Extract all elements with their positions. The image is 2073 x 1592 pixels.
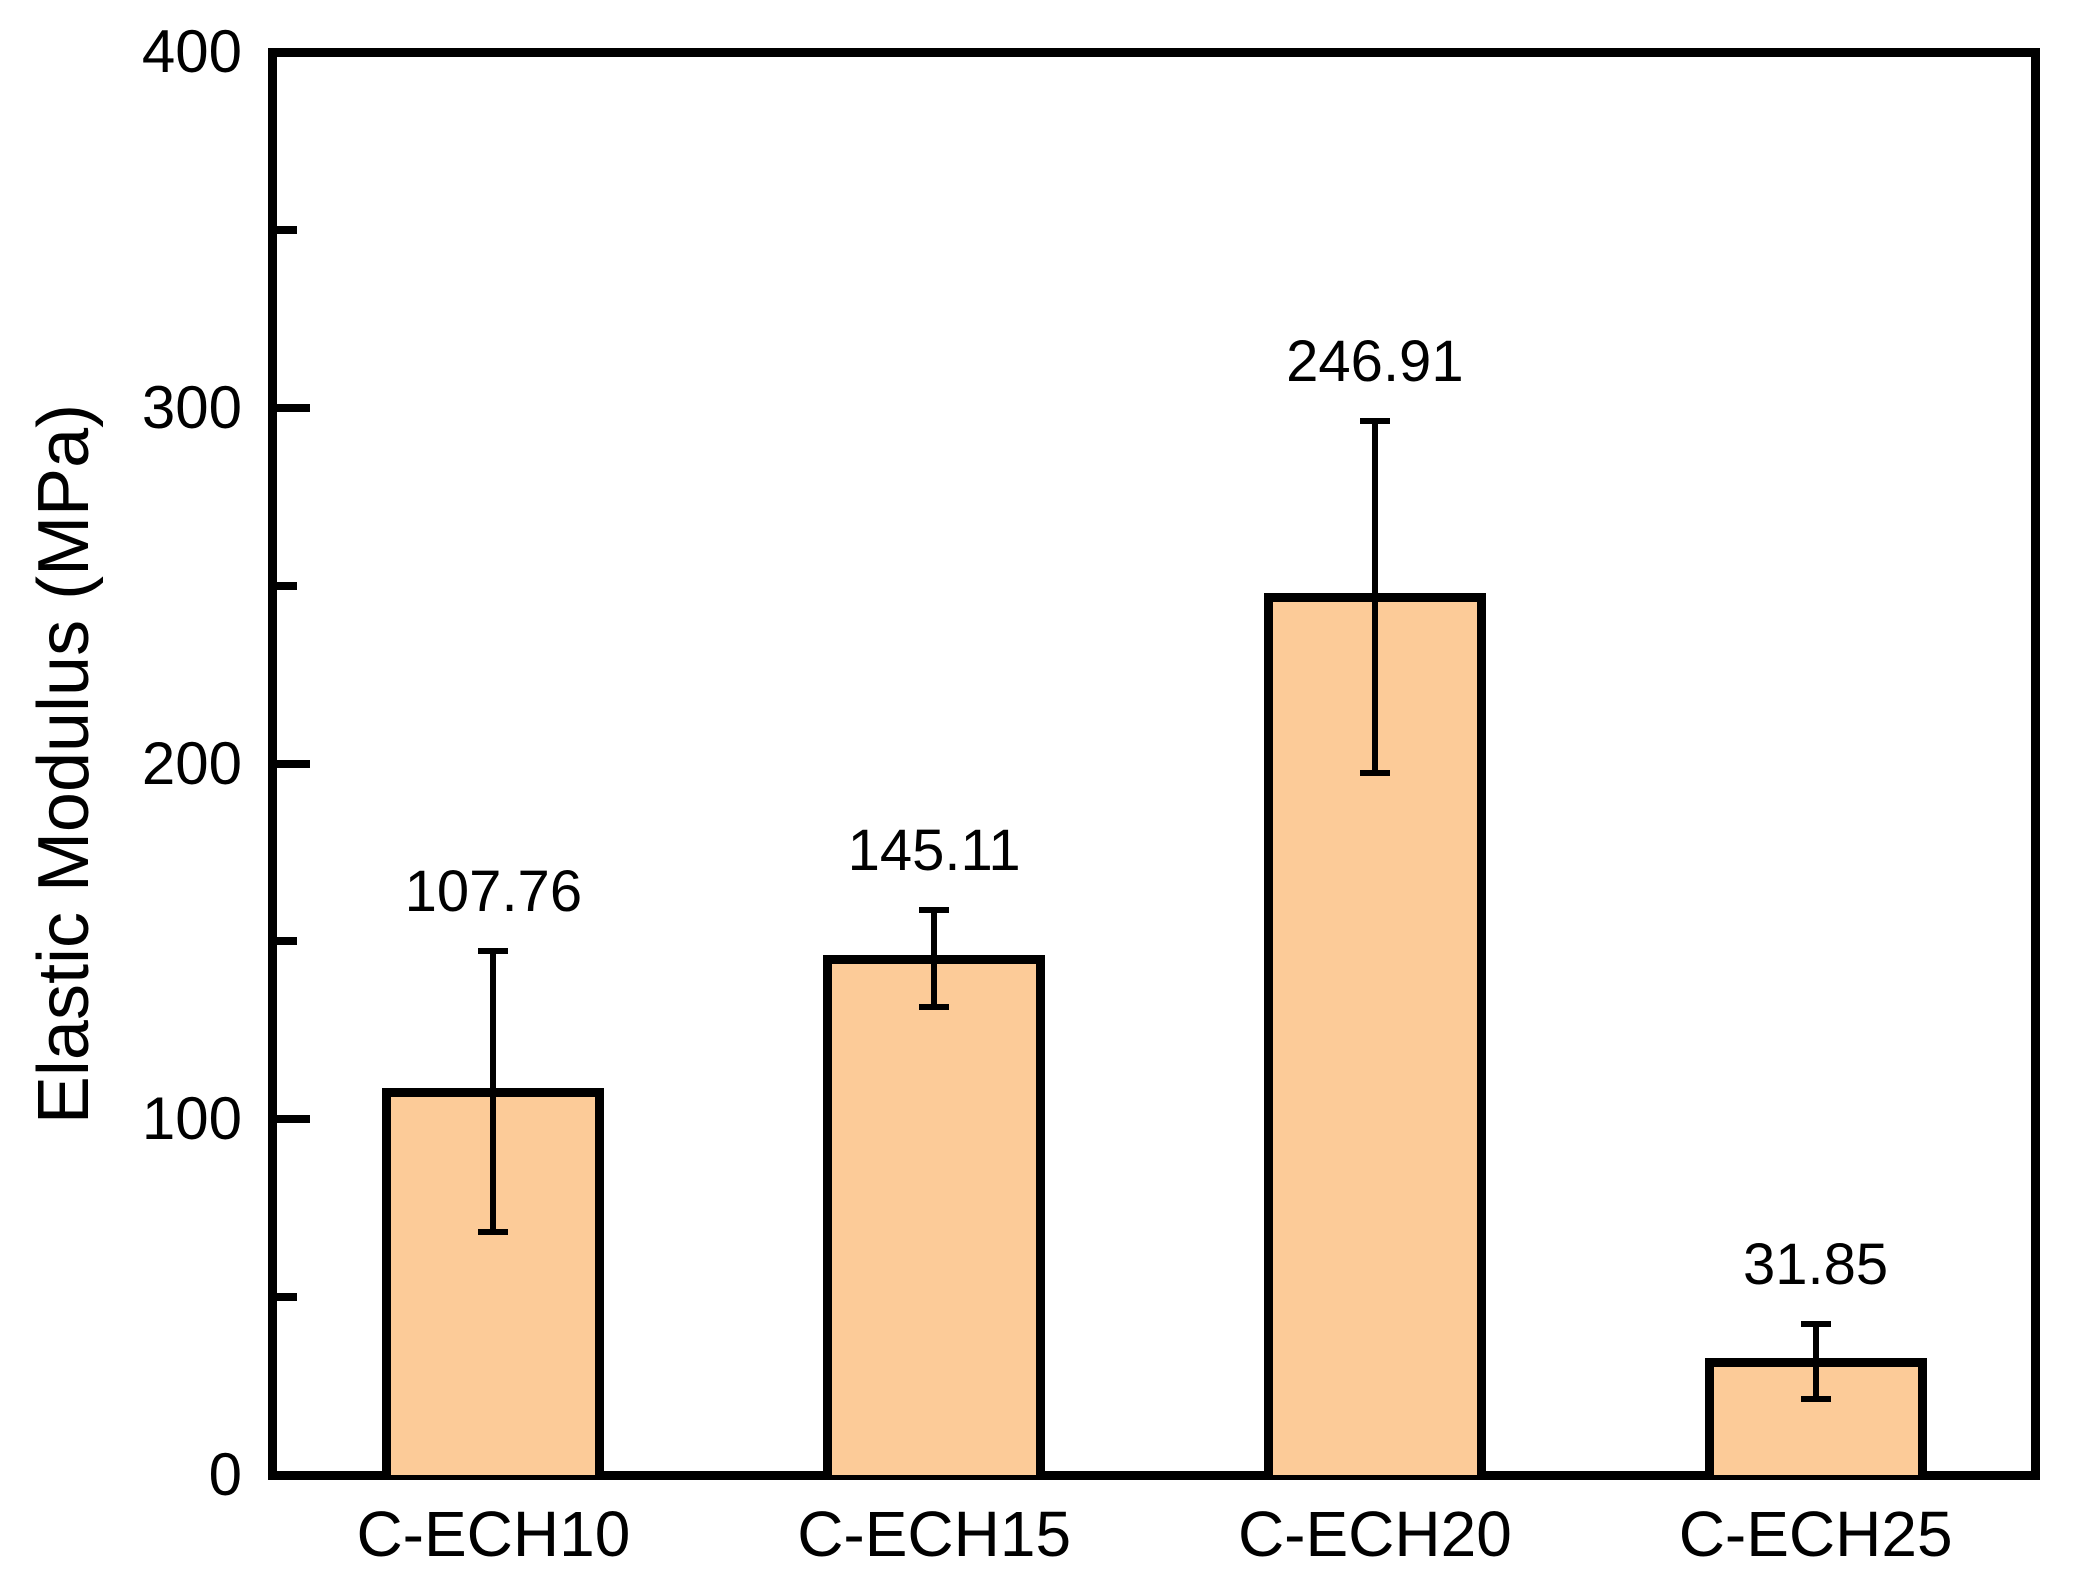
error-bar	[931, 910, 938, 1008]
y-minor-tick	[277, 581, 297, 590]
error-bar-bottom-cap	[1800, 1396, 1831, 1403]
error-bar-top-cap	[1359, 417, 1390, 424]
error-bar-bottom-cap	[919, 1004, 950, 1011]
error-bar-top-cap	[1800, 1320, 1831, 1327]
x-tick-label: C-ECH25	[1678, 1498, 1953, 1570]
bar	[823, 954, 1046, 1475]
y-major-tick	[277, 403, 310, 412]
error-bar-top-cap	[919, 907, 950, 914]
y-major-tick	[277, 1115, 310, 1124]
error-bar-bottom-cap	[478, 1228, 509, 1235]
y-minor-tick	[277, 225, 297, 234]
value-label: 145.11	[847, 818, 1021, 884]
y-tick-label: 100	[141, 1085, 242, 1153]
y-minor-tick	[277, 1293, 297, 1302]
error-bar	[1812, 1323, 1819, 1400]
x-tick-label: C-ECH20	[1237, 1498, 1512, 1570]
value-label: 31.85	[1743, 1231, 1889, 1297]
value-label: 107.76	[404, 859, 583, 925]
error-bar	[1371, 420, 1378, 773]
error-bar-top-cap	[478, 948, 509, 955]
y-tick-label: 0	[208, 1441, 242, 1508]
x-tick-label: C-ECH15	[797, 1498, 1072, 1570]
y-tick-label: 400	[141, 18, 242, 85]
y-minor-tick	[277, 937, 297, 946]
error-bar	[490, 951, 497, 1232]
y-tick-label: 300	[141, 373, 242, 441]
value-label: 246.91	[1286, 328, 1464, 394]
error-bar-bottom-cap	[1359, 769, 1390, 776]
y-major-tick	[277, 759, 310, 768]
x-tick-label: C-ECH10	[356, 1498, 631, 1570]
y-tick-label: 200	[141, 729, 242, 797]
